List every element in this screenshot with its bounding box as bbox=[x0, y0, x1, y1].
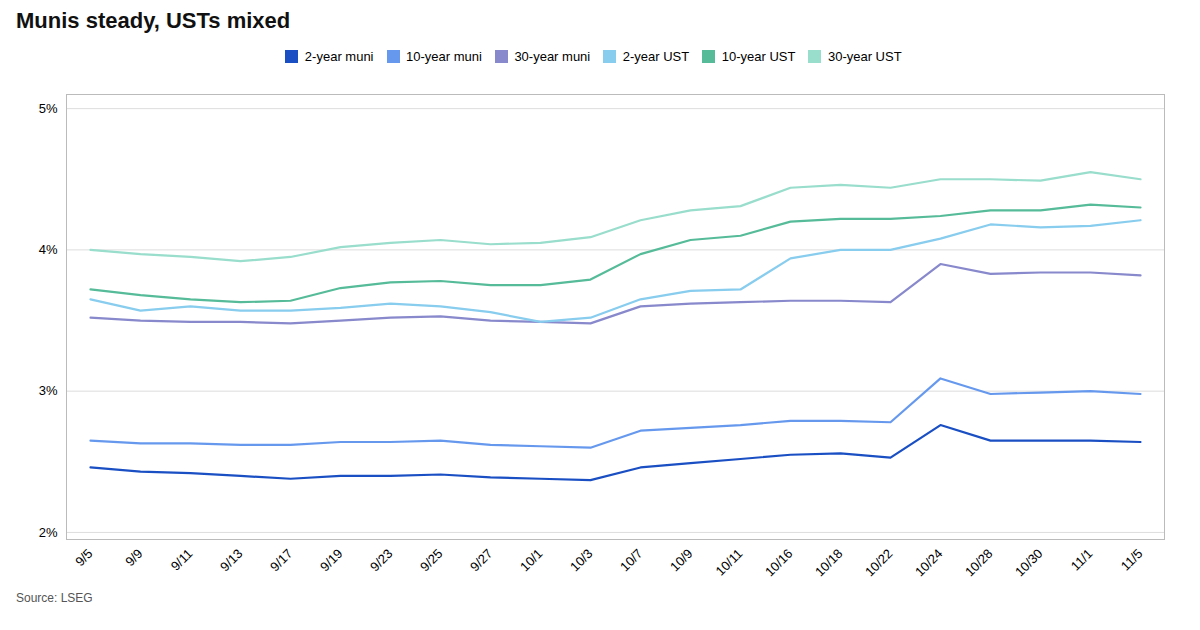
svg-text:5%: 5% bbox=[39, 100, 58, 115]
svg-text:9/19: 9/19 bbox=[317, 545, 346, 574]
svg-text:10/22: 10/22 bbox=[862, 545, 896, 579]
svg-text:10/1: 10/1 bbox=[517, 545, 546, 574]
svg-text:2%: 2% bbox=[39, 524, 58, 539]
svg-text:10/3: 10/3 bbox=[567, 545, 596, 574]
svg-text:11/1: 11/1 bbox=[1068, 545, 1096, 573]
svg-text:9/25: 9/25 bbox=[417, 545, 446, 574]
svg-text:9/9: 9/9 bbox=[122, 545, 145, 568]
svg-text:3%: 3% bbox=[39, 383, 58, 398]
svg-text:10/30: 10/30 bbox=[1012, 545, 1046, 579]
svg-text:9/13: 9/13 bbox=[217, 545, 246, 574]
svg-text:10/7: 10/7 bbox=[617, 545, 646, 574]
svg-text:11/5: 11/5 bbox=[1118, 545, 1146, 573]
svg-text:9/17: 9/17 bbox=[267, 545, 296, 574]
svg-text:10/9: 10/9 bbox=[667, 545, 696, 574]
html-text:2-year muni: 2-year muni bbox=[304, 49, 374, 64]
svg-text:9/23: 9/23 bbox=[367, 545, 396, 574]
html-text:Munis steady, USTs mixed: Munis steady, USTs mixed bbox=[16, 8, 291, 33]
svg-text:10/16: 10/16 bbox=[762, 545, 796, 579]
svg-text:10/18: 10/18 bbox=[812, 545, 846, 579]
svg-text:9/27: 9/27 bbox=[467, 545, 496, 574]
html-text:30-year muni: 30-year muni bbox=[514, 49, 591, 64]
svg-text:4%: 4% bbox=[39, 242, 58, 257]
html-text:10-year muni: 10-year muni bbox=[406, 49, 482, 64]
svg-text:10/24: 10/24 bbox=[912, 545, 946, 579]
html-text:2-year UST: 2-year UST bbox=[622, 49, 690, 64]
svg-text:10/28: 10/28 bbox=[962, 545, 996, 579]
svg-text:9/11: 9/11 bbox=[168, 545, 196, 573]
html-text:Source: LSEG: Source: LSEG bbox=[16, 590, 93, 605]
html-text:30-year UST: 30-year UST bbox=[827, 49, 902, 64]
svg-text:10/11: 10/11 bbox=[713, 545, 746, 578]
svg-text:9/5: 9/5 bbox=[72, 545, 95, 568]
html-text:10-year UST: 10-year UST bbox=[721, 49, 796, 64]
